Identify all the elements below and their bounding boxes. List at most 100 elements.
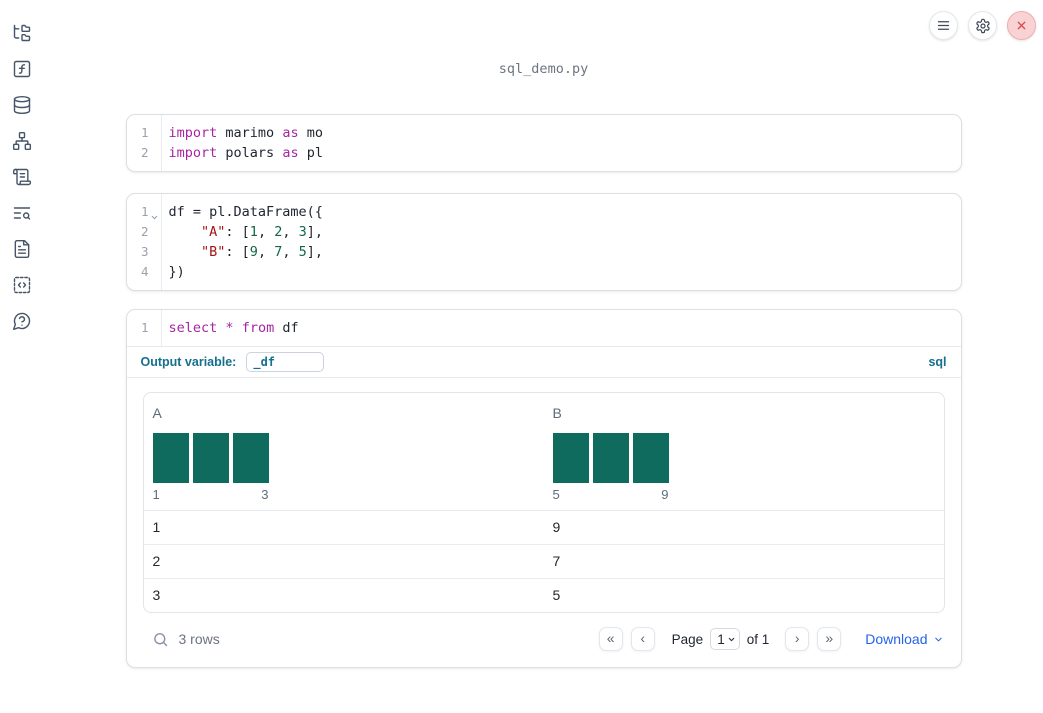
page-select[interactable]: 1 [710,628,740,650]
table-cell: 3 [152,587,161,603]
code-text: select * from df [168,320,299,336]
gear-icon [975,18,991,34]
prev-page-button[interactable]: ‹ [630,627,655,651]
line-number: 2 [140,145,149,160]
code-editor[interactable]: 1 import marimo as mo 2 import polars as pl [127,115,961,171]
menu-icon [936,18,951,33]
network-icon[interactable] [12,131,32,151]
dataframe-table: A 1 3 B 5 9 [142,392,945,613]
first-page-button[interactable]: « [598,627,623,651]
notebook-filename[interactable]: sql_demo.py [498,61,589,77]
column-histogram [552,433,935,483]
cell-output: A 1 3 B 5 9 [127,378,961,667]
column-label[interactable]: A [152,405,162,421]
code-square-icon[interactable] [12,275,32,295]
fold-toggle-icon[interactable] [150,208,159,228]
search-button[interactable] [152,631,169,648]
histogram-axis-labels: 5 9 [553,487,669,502]
output-variable-label: Output variable: [140,355,237,369]
code-line[interactable]: 4}) [127,262,961,282]
column-label[interactable]: B [552,405,562,421]
line-number: 1 [140,125,149,140]
page-select-value: 1 [717,631,725,647]
code-line[interactable]: 3 "B": [9, 7, 5], [127,242,961,262]
notebook-menu-button[interactable] [929,11,958,40]
table-cell: 7 [552,553,561,569]
chevron-down-icon [728,637,735,641]
histogram-min-label: 5 [552,487,560,502]
code-editor[interactable]: 1 df = pl.DataFrame({2 "A": [1, 2, 3], 3 "… [127,194,961,290]
column-header-a[interactable]: A 1 3 [144,393,544,510]
histogram-bar [192,433,229,483]
shutdown-button[interactable] [1007,11,1036,40]
scroll-icon[interactable] [12,167,32,187]
gutter-divider [160,115,162,171]
table-cell: 1 [152,519,161,535]
code-text: }) [168,264,185,280]
settings-button[interactable] [968,11,997,40]
code-text: df = pl.DataFrame({ [168,204,323,220]
help-bubble-icon[interactable] [12,311,32,331]
file-tree-icon[interactable] [12,23,32,43]
sql-editor[interactable]: 1 select * from df [126,310,961,347]
histogram-axis-labels: 1 3 [153,487,269,502]
code-line[interactable]: 1 df = pl.DataFrame({ [127,202,961,222]
sql-cell: 1 select * from df Output variable: sql A… [125,309,962,668]
code-text: "B": [9, 7, 5], [201,244,324,260]
file-text-icon[interactable] [12,239,32,259]
code-text: "A": [1, 2, 3], [201,224,324,240]
function-square-icon[interactable] [12,59,32,79]
line-number: 4 [140,264,149,279]
histogram-bar [592,433,629,483]
output-variable-row: Output variable: sql [126,347,961,378]
column-histogram [152,433,535,483]
table-cell: 5 [552,587,561,603]
histogram-bar [632,433,669,483]
line-number: 3 [140,244,149,259]
close-icon [1015,19,1028,32]
pagination-controls: « ‹ Page 1 of 1 › » Download [598,627,944,651]
histogram-min-label: 1 [152,487,160,502]
column-header-b[interactable]: B 5 9 [544,393,944,510]
last-page-button[interactable]: » [817,627,842,651]
code-line[interactable]: 1 import marimo as mo [127,123,961,143]
output-variable-input[interactable] [246,352,325,372]
table-cell: 9 [552,519,561,535]
page-label: Page [671,631,704,647]
gutter-divider [160,310,162,346]
download-label: Download [865,631,928,647]
code-text: import marimo as mo [168,125,323,141]
histogram-bar [232,433,269,483]
download-button[interactable]: Download [865,631,943,647]
line-number: 1 [127,202,161,222]
database-icon[interactable] [12,95,32,115]
histogram-max-label: 9 [661,487,669,502]
code-line[interactable]: 2 import polars as pl [127,143,961,163]
chevron-down-icon [934,637,942,641]
histogram-bar [552,433,589,483]
table-header: A 1 3 B 5 9 [143,393,944,511]
notebook-actions [929,11,1036,40]
row-count: 3 rows [178,631,220,647]
table-footer: 3 rows « ‹ Page 1 of 1 › » Download [143,624,945,654]
code-line[interactable]: 2 "A": [1, 2, 3], [127,222,961,242]
search-icon [152,631,169,648]
language-badge: sql [928,355,947,369]
code-cell-dataframe: 1 df = pl.DataFrame({2 "A": [1, 2, 3], 3 "… [125,193,962,291]
code-cell-imports: 1 import marimo as mo 2 import polars as pl [125,114,962,172]
table-cell: 2 [152,553,161,569]
next-page-button[interactable]: › [785,627,810,651]
code-line[interactable]: 1 select * from df [127,318,961,338]
line-number: 2 [140,224,149,239]
line-number: 1 [140,320,149,335]
histogram-max-label: 3 [261,487,269,502]
text-search-icon[interactable] [12,203,32,223]
gutter-divider [160,194,162,290]
notebook-canvas: sql_demo.py 1 import marimo as mo 2 import … [44,0,1043,668]
helper-panel-sidebar [0,0,44,331]
page-total-label: of 1 [746,631,770,647]
